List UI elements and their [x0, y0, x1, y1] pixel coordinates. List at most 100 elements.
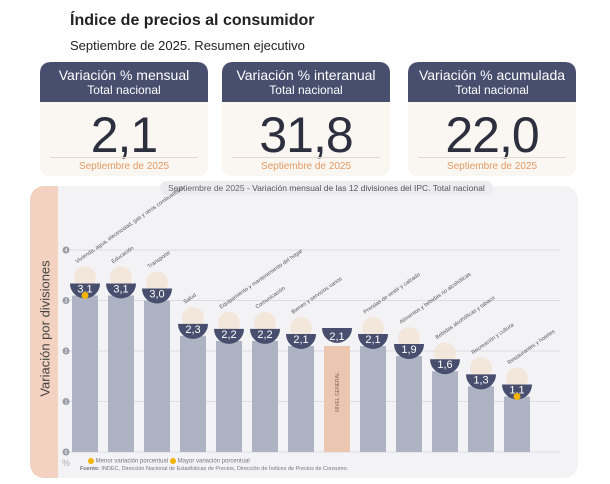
- bar: [288, 345, 314, 452]
- card-value: 22,0: [445, 107, 539, 163]
- value-badge: [178, 323, 208, 339]
- chart-title-period: Septiembre de 2025: [168, 183, 245, 193]
- legend-min-label: Menor variación porcentual: [95, 458, 169, 465]
- bar-value-label: 3,1: [77, 283, 92, 295]
- value-badge: [214, 328, 244, 344]
- category-icon: [218, 311, 240, 334]
- bar: [216, 340, 242, 452]
- card-monthly: Variación % mensual Total nacional 2,1 Se…: [40, 62, 208, 176]
- category-icon: [146, 271, 168, 294]
- bar: [360, 345, 386, 452]
- card-value: 2,1: [90, 107, 159, 163]
- bar: [180, 335, 206, 452]
- bar-category-label: Comunicación: [255, 286, 287, 311]
- card-title: Variación % interanual: [236, 67, 376, 83]
- y-axis-strip: Variación por divisiones: [30, 186, 58, 478]
- value-badge: [142, 288, 172, 304]
- y-tick-marker: [62, 398, 70, 405]
- bar-category-label: Bebidas alcohólicas y tabaco: [435, 295, 497, 341]
- card-title: Variación % mensual: [58, 67, 190, 83]
- bar-category-label: Transporte: [147, 250, 172, 270]
- bar: [108, 295, 134, 452]
- value-badge: [106, 283, 136, 299]
- bar-category-label: Salud: [183, 292, 198, 305]
- bar: [432, 371, 458, 452]
- bar: [72, 295, 98, 452]
- category-icon: [434, 342, 456, 365]
- card-yoy: Variación % interanual Total nacional 31,…: [222, 62, 390, 176]
- bar-value-label: 1,6: [437, 359, 452, 371]
- value-badge: [322, 327, 352, 343]
- bar-value-label: 3,1: [113, 283, 128, 295]
- card-value: 31,8: [259, 107, 353, 163]
- card-cumulative: Variación % acumulada Total nacional 22,0…: [408, 62, 576, 176]
- value-badge: [502, 384, 532, 400]
- min-marker: [513, 392, 521, 400]
- value-badge: [430, 359, 460, 375]
- category-icon: [74, 266, 96, 289]
- chart-title-text: - Variación mensual de las 12 divisiones…: [244, 183, 485, 193]
- legend-min: Menor variación porcentual: [88, 458, 168, 465]
- bar-category-label: Prendas de vestir y calzado: [363, 272, 422, 316]
- card-period: Septiembre de 2025: [232, 157, 380, 172]
- legend-max: Mayor variación porcentual: [170, 458, 250, 465]
- bar-value-label: 1,3: [473, 374, 488, 386]
- card-period: Septiembre de 2025: [418, 157, 566, 172]
- bar: [504, 396, 530, 452]
- source-label: Fuente:: [80, 466, 100, 472]
- y-tick-label: 4: [65, 248, 68, 254]
- bar-value-label: 1,1: [509, 384, 524, 396]
- bar-value-label: 2,1: [293, 334, 308, 346]
- y-tick-label: 1: [65, 400, 68, 406]
- category-icon: [254, 311, 276, 334]
- source-note: Fuente: INDEC, Dirección Nacional de Est…: [80, 466, 348, 472]
- page-subtitle: Septiembre de 2025. Resumen ejecutivo: [70, 38, 305, 53]
- bar-value-label: 2,1: [329, 331, 344, 343]
- bar-value-label: 2,2: [257, 329, 272, 341]
- card-subtitle: Total nacional: [87, 83, 161, 97]
- chart-title: Septiembre de 2025 - Variación mensual d…: [160, 181, 493, 195]
- page-title: Índice de precios al consumidor: [70, 12, 315, 29]
- category-icon: [470, 357, 492, 380]
- value-badge: [286, 333, 316, 349]
- card-subtitle: Total nacional: [455, 83, 529, 97]
- y-unit: %: [62, 458, 70, 468]
- card-subtitle: Total nacional: [269, 83, 343, 97]
- y-tick-label: 0: [65, 450, 68, 456]
- y-tick-marker: [62, 246, 70, 254]
- max-marker: [81, 291, 89, 299]
- value-badge: [466, 374, 496, 390]
- bar-category-label: Educación: [111, 245, 135, 265]
- value-badge: [250, 328, 280, 344]
- bar: [252, 340, 278, 452]
- value-badge: [358, 333, 388, 349]
- legend-max-label: Mayor variación porcentual: [177, 458, 250, 465]
- bar-category-label: Restaurantes y hoteles: [507, 329, 557, 366]
- category-icon: [110, 266, 132, 289]
- bar: [396, 356, 422, 452]
- y-tick-marker: [62, 448, 70, 456]
- category-icon: [182, 306, 204, 329]
- category-icon: [362, 316, 384, 339]
- y-tick-label: 2: [65, 349, 68, 355]
- bar: [144, 300, 170, 452]
- bar-value-label: 2,1: [365, 334, 380, 346]
- y-tick-marker: [62, 347, 70, 355]
- y-tick-marker: [62, 297, 70, 304]
- bar-category-label: Bienes y servicios varios: [291, 276, 344, 316]
- card-period: Septiembre de 2025: [50, 157, 198, 172]
- bar-category-label: NIVEL GENERAL: [335, 372, 341, 412]
- bar-value-label: 2,3: [185, 324, 200, 336]
- bar-value-label: 3,0: [149, 289, 164, 301]
- value-badge: [394, 344, 424, 360]
- source-text: INDEC, Dirección Nacional de Estadística…: [99, 466, 349, 472]
- category-icon: [398, 327, 420, 350]
- card-title: Variación % acumulada: [418, 67, 566, 83]
- category-icon: [290, 316, 312, 339]
- bar-value-label: 2,2: [221, 329, 236, 341]
- bar: [468, 386, 494, 452]
- bar-value-label: 1,9: [401, 344, 416, 356]
- category-icon: [506, 367, 528, 390]
- bar: [324, 345, 350, 452]
